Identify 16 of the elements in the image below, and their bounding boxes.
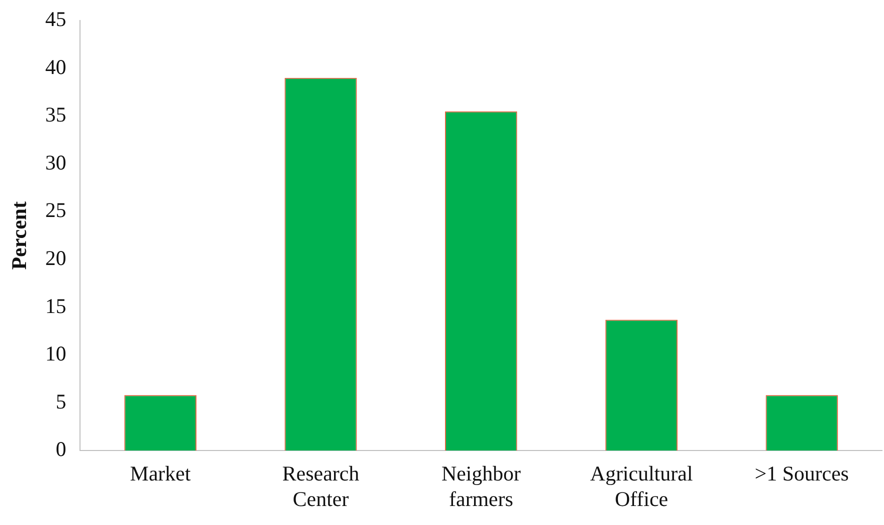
y-tick-label: 0 bbox=[56, 437, 66, 462]
y-tick-label: 10 bbox=[45, 342, 66, 366]
y-tick-label: 20 bbox=[45, 246, 66, 270]
y-tick-label: 35 bbox=[45, 102, 66, 127]
x-tick-label: Research Center bbox=[282, 462, 360, 511]
x-tick-label: Neighbor farmers bbox=[441, 462, 521, 511]
y-tick-label: 15 bbox=[45, 294, 66, 318]
y-tick-label: 5 bbox=[56, 389, 66, 414]
x-tick-label: >1 Sources bbox=[754, 462, 849, 486]
y-axis-title: Percent bbox=[7, 201, 32, 270]
y-tick-label: 30 bbox=[45, 150, 66, 174]
y-tick-label: 45 bbox=[45, 7, 66, 32]
x-tick-label: Market bbox=[130, 462, 191, 486]
y-tick-label: 25 bbox=[45, 198, 66, 222]
x-tick-label: Agricultural Office bbox=[590, 462, 693, 511]
y-tick-label: 40 bbox=[45, 54, 66, 79]
